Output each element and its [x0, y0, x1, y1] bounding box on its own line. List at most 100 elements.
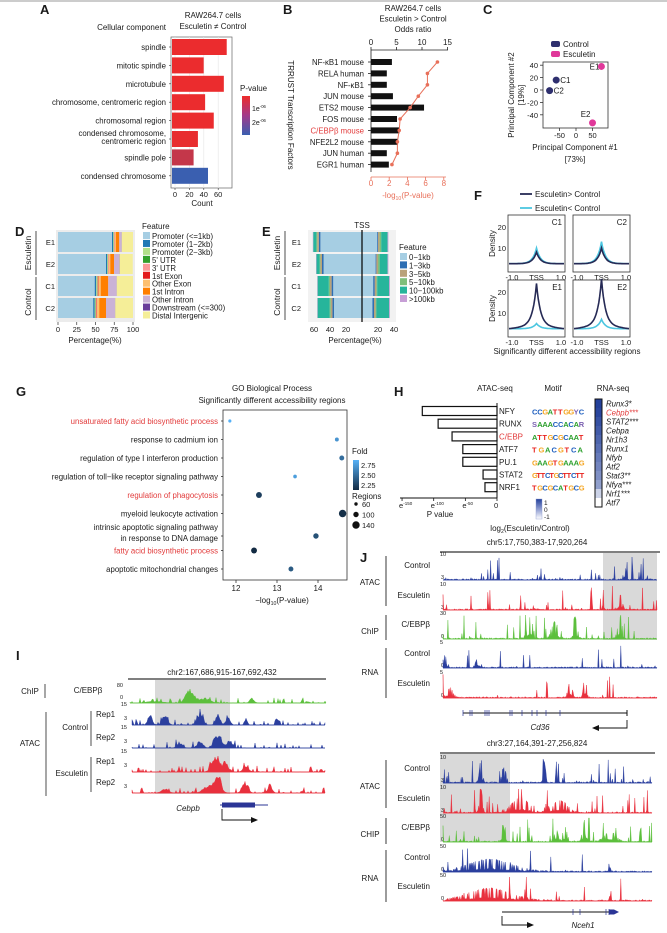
pca-point — [589, 119, 596, 127]
y-axis-label: Density — [488, 230, 497, 257]
legend-swatch — [400, 295, 407, 302]
assay-label: ChIP — [361, 627, 379, 636]
density-curve-down — [509, 322, 564, 330]
motif-letter: C — [571, 446, 577, 455]
stacked-bar-segment — [107, 254, 108, 274]
replicate-label: Rep1 — [96, 757, 116, 766]
y-axis-label: TRRUST Transcription Factors — [286, 60, 295, 169]
x-tick-label: e-50 — [462, 501, 473, 510]
track-label: Esculetin — [398, 794, 430, 803]
downstream-segment — [374, 276, 377, 296]
motif-letter: G — [542, 408, 548, 417]
assay-label: RNA — [362, 668, 380, 677]
go-term-dot — [338, 509, 347, 518]
motif-letter: S — [532, 420, 537, 429]
go-term-dot — [313, 533, 319, 539]
legend-swatch — [143, 263, 150, 271]
y-tick-label: 20 — [498, 288, 506, 297]
legend-title: Regions — [352, 492, 381, 501]
upstream-segment — [333, 276, 362, 296]
term-label: response to cadmium ion — [131, 436, 218, 445]
bottom-tick-label: 6 — [423, 179, 428, 188]
motif-letter: G — [579, 458, 585, 467]
legend-label: 10−100kb — [409, 287, 444, 296]
stacked-bar-segment — [58, 232, 112, 252]
go-term-dot — [288, 566, 294, 572]
density-curve-down — [574, 317, 629, 330]
legend-swatch — [400, 253, 407, 260]
term-label: spindle — [141, 43, 166, 52]
upstream-segment — [316, 254, 320, 274]
upstream-segment — [334, 298, 362, 318]
bar — [172, 75, 224, 92]
y-tick-label: 10 — [498, 244, 506, 253]
gene-label: Nfyb — [606, 454, 623, 463]
downstream-segment — [375, 254, 377, 274]
motif-letter: A — [568, 458, 574, 467]
stacked-bar-segment — [119, 232, 122, 252]
x-tick-label: 0 — [56, 325, 60, 334]
pvalue-bar — [437, 418, 498, 429]
track-label: Control — [404, 561, 430, 570]
signal-track — [442, 614, 658, 640]
track-ymin: 0 — [441, 693, 444, 699]
motif-letter: C — [553, 484, 559, 493]
track-ymin: 0 — [120, 695, 123, 701]
term-label: regulation of phagocytosis — [127, 491, 218, 500]
motif-letter: C — [579, 408, 585, 417]
gene-label: Stat3** — [606, 472, 631, 481]
legend-label: Esculetin< Control — [535, 204, 600, 213]
y-tick-label: 20 — [530, 74, 538, 83]
downstream-segment — [372, 298, 374, 318]
signal-track — [442, 645, 658, 669]
tf-label: STAT2 — [499, 471, 523, 480]
colorbar-tick-label: 1 — [544, 500, 548, 507]
upstream-segment — [323, 254, 362, 274]
motif-letter: G — [568, 408, 574, 417]
track-ymax: 80 — [117, 683, 123, 689]
track-ymax: 10 — [440, 582, 446, 588]
colorbar-label-text-suffix: (Esculetin/Control) — [504, 524, 570, 533]
tf-label: PU.1 — [499, 458, 517, 467]
legend-label: 5' UTR — [152, 256, 176, 265]
bar — [172, 131, 198, 147]
density-curve-up — [574, 244, 629, 265]
stacked-bar-segment — [94, 298, 96, 318]
group-label-esculetin: Esculetin — [23, 235, 33, 270]
upstream-segment — [317, 232, 319, 252]
track-ymin: 3 — [124, 739, 127, 745]
x-axis-label: −log10(P-value) — [255, 596, 309, 607]
motif-letter: T — [565, 446, 570, 455]
condition-label: Esculetin — [56, 769, 88, 778]
motif-letter: A — [532, 433, 538, 442]
pvalue-point — [425, 83, 430, 87]
downstream-segment — [373, 276, 375, 296]
legend-label: 1−3kb — [409, 261, 431, 270]
factor-label: FOS mouse — [322, 115, 364, 124]
bar — [172, 94, 206, 111]
heatmap-cell — [595, 453, 602, 462]
point-label: E2 — [581, 110, 591, 119]
gene-exon — [222, 802, 255, 808]
track-ymax: 50 — [440, 814, 446, 820]
genomic-region-label: chr3:27,164,391-27,256,824 — [487, 739, 588, 748]
gene-name: Cebpb — [176, 804, 200, 813]
x-axis-label: Principal Component #1 — [532, 143, 618, 152]
motif-letter: A — [537, 458, 543, 467]
replicate-label: Rep2 — [96, 778, 116, 787]
downstream-segment — [362, 232, 378, 252]
sample-label: E1 — [292, 238, 301, 247]
motif-letter: A — [574, 433, 580, 442]
x-tick-label-exponent: -50 — [467, 501, 474, 506]
x-tick-label: 0 — [173, 190, 177, 199]
gene-label: Atf7 — [605, 499, 621, 508]
motif-letter: G — [579, 484, 585, 493]
y-tick-label: -20 — [527, 98, 538, 107]
bottom-tick-label: 2 — [387, 179, 392, 188]
odds-ratio-bar — [371, 59, 392, 65]
legend-title: Fold — [352, 447, 368, 456]
x-tick-label: 20 — [185, 190, 193, 199]
downstream-segment — [376, 276, 378, 296]
heatmap-cell — [595, 498, 602, 507]
